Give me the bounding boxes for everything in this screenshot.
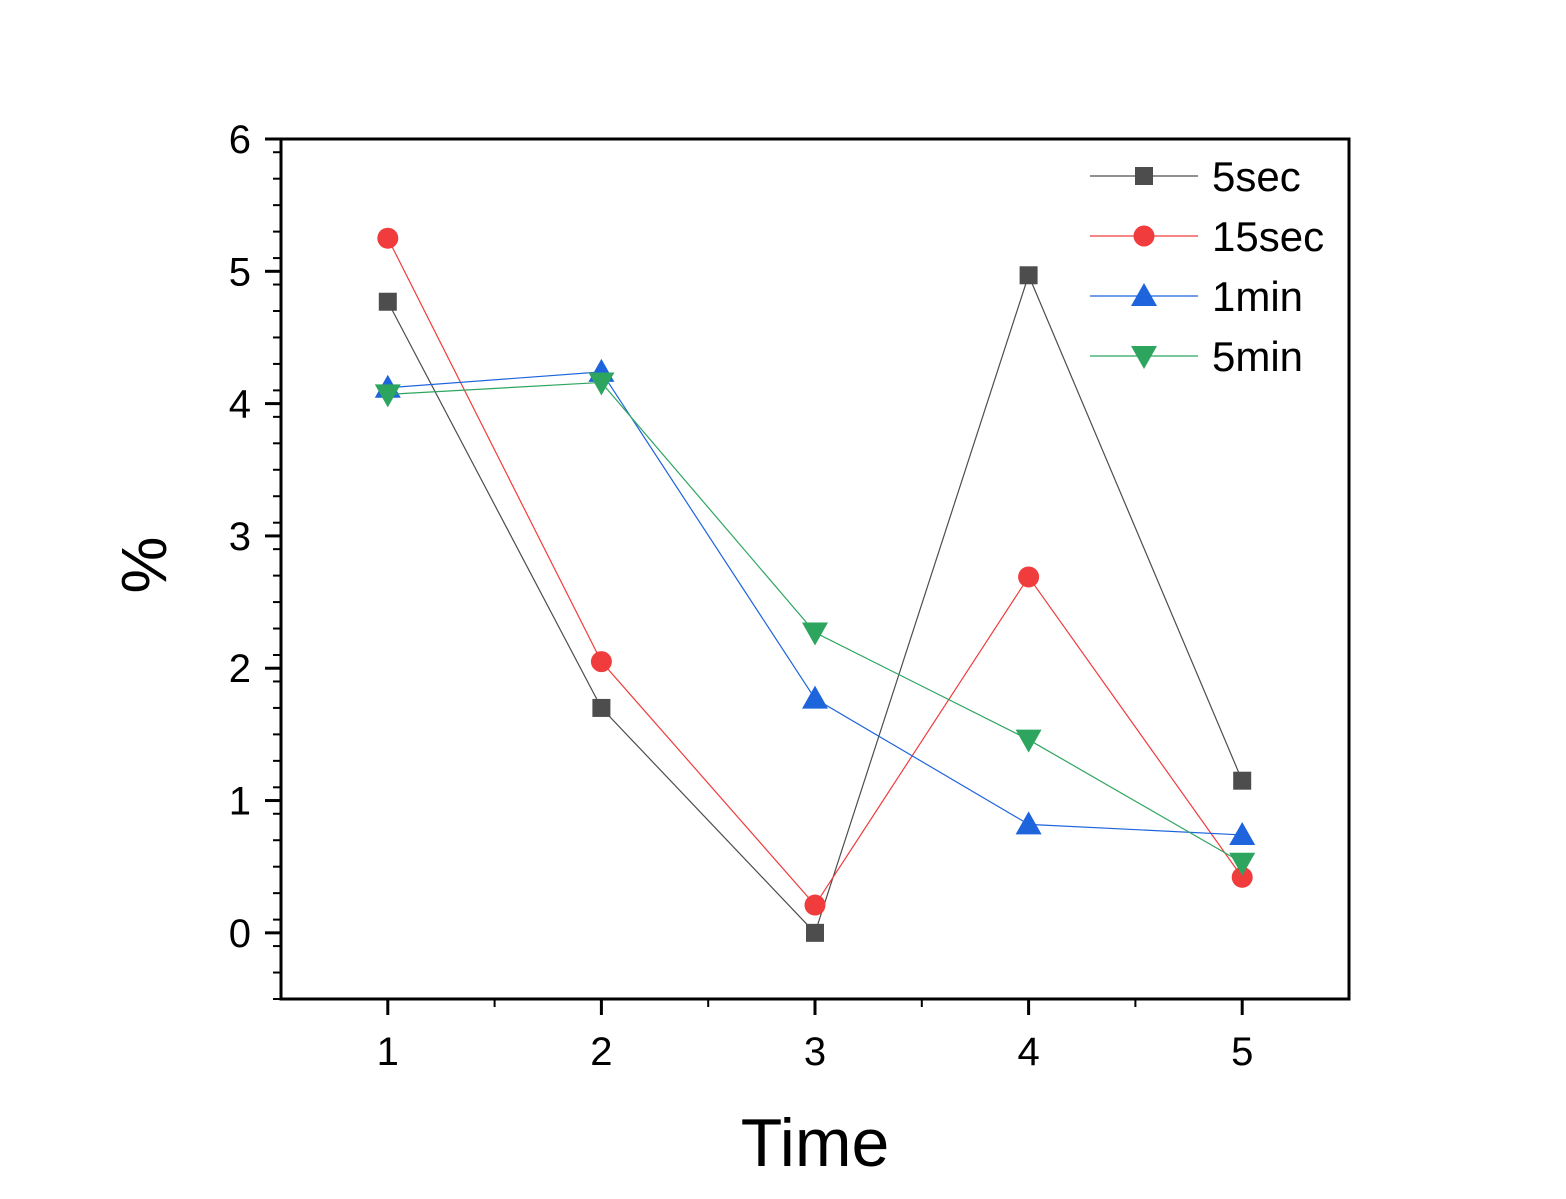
plot-frame: [279, 137, 1351, 1001]
data-point-1min: [1015, 811, 1042, 835]
legend-marker: [1135, 167, 1153, 185]
data-point-5min: [374, 384, 401, 408]
series-line-5sec: [387, 273, 1243, 934]
data-point-15sec: [377, 227, 399, 249]
x-axis-title: Time: [741, 1105, 890, 1181]
series-layer: [374, 227, 1256, 942]
y-tick-label: 1: [229, 780, 251, 824]
legend-item-1min: 1min: [1090, 273, 1303, 320]
data-point-5min: [1015, 729, 1042, 753]
data-point-15sec: [804, 894, 826, 916]
series-line-15sec: [387, 237, 1243, 907]
data-point-1min: [802, 685, 828, 709]
data-point-15sec: [1231, 866, 1253, 888]
legend: 5sec 15sec 1min 5min: [1090, 153, 1324, 380]
x-tick-label: 5: [1231, 1030, 1253, 1074]
x-tick-label: 1: [377, 1030, 399, 1074]
legend-item-5min: 5min: [1090, 333, 1303, 380]
legend-marker: [1131, 346, 1157, 369]
data-point-5sec: [1019, 266, 1038, 285]
y-tick-label: 0: [229, 912, 251, 956]
legend-marker: [1131, 283, 1157, 306]
y-tick-label: 3: [229, 515, 251, 559]
legend-label: 5sec: [1212, 153, 1301, 200]
x-tick-label: 3: [804, 1030, 826, 1074]
data-point-5sec: [378, 292, 397, 311]
legend-marker: [1133, 225, 1155, 247]
series-15sec: [377, 227, 1253, 916]
legend-item-15sec: 15sec: [1090, 213, 1324, 260]
data-point-5sec: [806, 923, 824, 942]
data-point-15sec: [1018, 566, 1040, 588]
ticks-layer: 0 1 2 3 4 5 6 1 2 3 4 5: [229, 118, 1254, 1074]
y-tick-label: 5: [229, 250, 251, 294]
y-tick-label: 2: [229, 647, 251, 691]
series-5sec: [378, 266, 1252, 942]
y-tick-label: 4: [229, 383, 251, 427]
series-1min: [374, 358, 1256, 845]
data-point-15sec: [590, 651, 612, 673]
y-axis-title: %: [108, 537, 180, 594]
legend-label: 5min: [1212, 333, 1303, 380]
x-tick-label: 2: [590, 1030, 612, 1074]
data-point-5sec: [592, 698, 611, 717]
series-line-1min: [387, 371, 1243, 836]
data-point-5min: [1229, 852, 1256, 876]
legend-item-5sec: 5sec: [1090, 153, 1301, 200]
data-point-1min: [1229, 821, 1256, 845]
data-point-5min: [802, 622, 828, 646]
legend-label: 1min: [1212, 273, 1303, 320]
legend-label: 15sec: [1212, 213, 1324, 260]
x-tick-label: 4: [1017, 1030, 1039, 1074]
data-point-5sec: [1233, 771, 1252, 790]
data-point-5min: [588, 372, 615, 396]
y-tick-label: 6: [229, 118, 251, 162]
series-5min: [374, 372, 1256, 876]
